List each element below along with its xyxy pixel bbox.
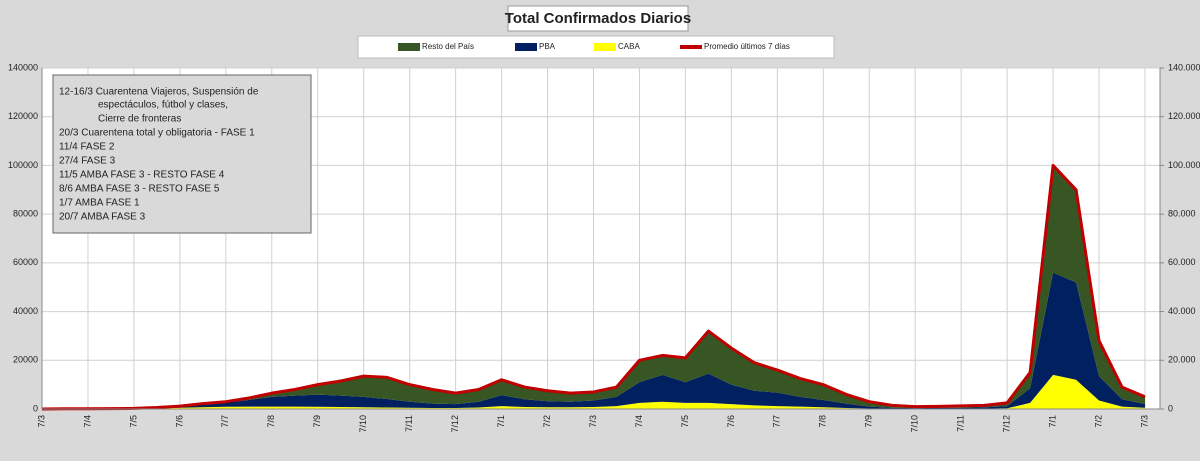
x-tick-label: 7/10 bbox=[358, 415, 368, 433]
legend-label: CABA bbox=[618, 42, 640, 51]
x-tick-label: 7/10 bbox=[910, 415, 920, 433]
legend-swatch bbox=[515, 43, 537, 51]
annotation: 8/6 AMBA FASE 3 - RESTO FASE 5 bbox=[59, 184, 220, 195]
annotation: espectáculos, fútbol y clases, bbox=[98, 100, 228, 111]
line bbox=[41, 163, 1146, 411]
x-tick-label: 7/6 bbox=[726, 415, 736, 428]
legend-label: Resto del País bbox=[422, 42, 474, 51]
x-tick-label: 7/9 bbox=[312, 415, 322, 428]
legend: Resto del País PBA CABA Promedio últimos 7 … bbox=[398, 42, 790, 51]
x-tick-label: 7/8 bbox=[266, 415, 276, 428]
x-tick-label: 7/8 bbox=[818, 415, 828, 428]
y-tick-label: 120000 bbox=[8, 111, 38, 121]
y-tick-label: 140000 bbox=[8, 62, 38, 72]
x-tick-label: 7/12 bbox=[450, 415, 460, 433]
y-tick-label: 60000 bbox=[13, 257, 38, 267]
annotation: 27/4 FASE 3 bbox=[59, 156, 116, 167]
legend-label: PBA bbox=[539, 42, 556, 51]
x-tick-label: 7/2 bbox=[1093, 415, 1103, 428]
y-tick-label: 100000 bbox=[8, 160, 38, 170]
x-tick-label: 7/4 bbox=[82, 415, 92, 428]
y2-tick-label: 100.000 bbox=[1168, 160, 1200, 170]
y2-tick-label: 40.000 bbox=[1168, 306, 1196, 316]
x-tick-label: 7/12 bbox=[1002, 415, 1012, 433]
x-tick-label: 7/2 bbox=[542, 415, 552, 428]
y-tick-label: 0 bbox=[33, 403, 38, 413]
legend-label: Promedio últimos 7 días bbox=[704, 42, 790, 51]
y2-tick-label: 60.000 bbox=[1168, 257, 1196, 267]
legend-swatch bbox=[398, 43, 420, 51]
x-tick-label: 7/3 bbox=[36, 415, 46, 428]
x-tick-label: 7/5 bbox=[128, 415, 138, 428]
y2-tick-label: 0 bbox=[1168, 403, 1173, 413]
annotation: 20/3 Cuarentena total y obligatoria - FA… bbox=[59, 128, 255, 139]
x-tick-label: 7/5 bbox=[680, 415, 690, 428]
y2-tick-label: 80.000 bbox=[1168, 209, 1196, 219]
x-tick-label: 7/7 bbox=[772, 415, 782, 428]
annotation: 11/5 AMBA FASE 3 - RESTO FASE 4 bbox=[59, 170, 225, 181]
title-box bbox=[507, 5, 689, 32]
x-tick-label: 7/1 bbox=[496, 415, 506, 428]
y-tick-label: 20000 bbox=[13, 355, 38, 365]
chart-title: Total Confirmados Diarios bbox=[505, 10, 691, 27]
x-tick-label: 7/9 bbox=[864, 415, 874, 428]
x-tick-label: 7/6 bbox=[174, 415, 184, 428]
legend-swatch bbox=[594, 43, 616, 51]
area bbox=[42, 374, 1145, 409]
x-tick-label: 7/11 bbox=[404, 415, 414, 432]
annotation: 1/7 AMBA FASE 1 bbox=[59, 198, 140, 209]
y-tick-label: 80000 bbox=[13, 209, 38, 219]
x-tick-label: 7/4 bbox=[634, 415, 644, 428]
y-tick-label: 40000 bbox=[13, 306, 38, 316]
x-tick-label: 7/7 bbox=[220, 415, 230, 428]
y2-tick-label: 140.000 bbox=[1168, 62, 1200, 72]
x-tick-label: 7/11 bbox=[956, 415, 966, 432]
annotation: Cierre de fronteras bbox=[98, 114, 181, 125]
y2-tick-label: 120.000 bbox=[1168, 111, 1200, 121]
annotation-box bbox=[52, 74, 312, 234]
x-tick-label: 7/3 bbox=[588, 415, 598, 428]
annotation: 20/7 AMBA FASE 3 bbox=[59, 212, 146, 223]
x-tick-label: 7/3 bbox=[1139, 415, 1149, 428]
annotation: 11/4 FASE 2 bbox=[59, 142, 115, 153]
annotation: 12-16/3 Cuarentena Viajeros, Suspensión … bbox=[59, 87, 259, 98]
area bbox=[42, 272, 1145, 409]
y2-tick-label: 20.000 bbox=[1168, 355, 1196, 365]
x-tick-label: 7/1 bbox=[1047, 415, 1057, 428]
